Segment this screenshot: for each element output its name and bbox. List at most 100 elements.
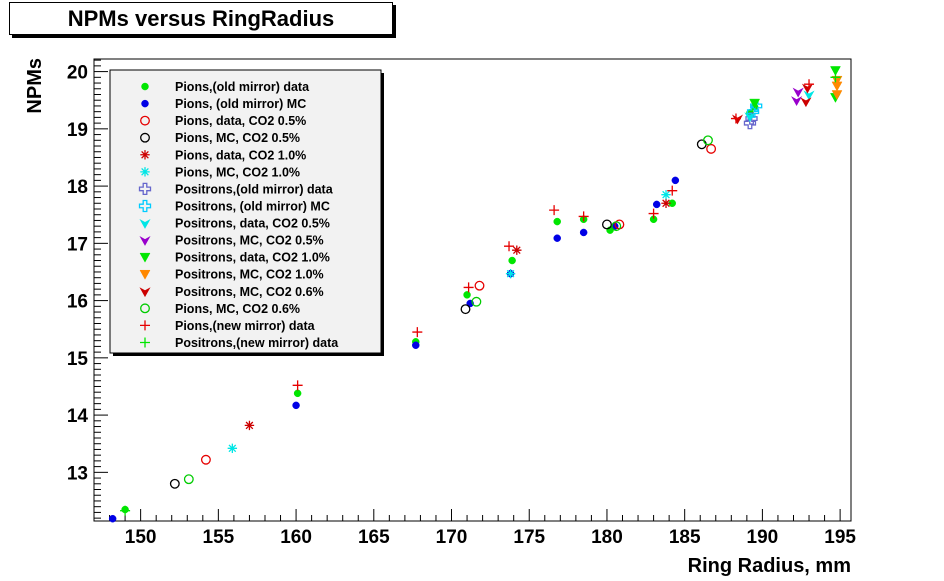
legend-item: Positrons, data, CO2 1.0% <box>139 251 330 265</box>
y-tick-label: 14 <box>67 406 89 427</box>
legend-item: Positrons,(old mirror) data <box>138 182 334 196</box>
legend-label: Pions, MC, CO2 0.5% <box>175 131 300 145</box>
data-point <box>553 217 561 226</box>
y-tick-label: 18 <box>67 177 88 198</box>
x-tick-label: 185 <box>669 527 701 548</box>
series-15 <box>120 72 841 516</box>
legend-item: Pions,(old mirror) data <box>141 80 310 94</box>
legend-item: Positrons,(new mirror) data <box>140 336 339 350</box>
legend-marker <box>138 199 152 213</box>
data-point <box>703 135 713 146</box>
x-tick-label: 175 <box>513 527 545 548</box>
legend-marker <box>140 150 150 160</box>
data-point <box>803 90 815 101</box>
legend-label: Pions, MC, CO2 1.0% <box>175 165 300 179</box>
series-3 <box>169 139 707 489</box>
y-axis-label: NPMs <box>24 58 46 114</box>
legend-item: Positrons, MC, CO2 1.0% <box>139 268 324 282</box>
data-point <box>661 198 671 208</box>
series-8 <box>744 90 815 123</box>
data-point <box>750 99 763 113</box>
y-tick-label: 17 <box>67 234 88 255</box>
data-point <box>474 280 485 291</box>
data-point <box>183 474 194 485</box>
data-point <box>652 200 661 209</box>
legend-label: Positrons,(old mirror) data <box>175 182 334 196</box>
legend-label: Positrons, data, CO2 1.0% <box>175 251 330 265</box>
data-point <box>292 401 300 410</box>
legend-label: Pions,(new mirror) data <box>175 319 316 333</box>
legend-label: Positrons,(new mirror) data <box>175 336 339 350</box>
legend-marker <box>139 287 151 298</box>
data-point <box>611 221 622 232</box>
legend-label: Positrons, (old mirror) MC <box>175 199 330 213</box>
legend-label: Pions,(old mirror) data <box>175 80 310 94</box>
data-point <box>831 81 843 92</box>
data-point <box>602 219 612 230</box>
data-point <box>169 478 180 489</box>
legend-marker <box>138 182 152 196</box>
data-point <box>706 143 717 154</box>
x-axis-label: Ring Radius, mm <box>688 555 851 577</box>
legend-marker <box>140 320 150 331</box>
x-tick-label: 150 <box>125 527 157 548</box>
legend-marker <box>140 337 150 348</box>
legend-item: Pions, MC, CO2 1.0% <box>140 165 300 179</box>
legend-marker <box>139 252 151 263</box>
legend-item: Pions, MC, CO2 0.5% <box>140 131 300 145</box>
data-point <box>504 241 515 252</box>
data-point <box>749 98 761 109</box>
data-point <box>463 282 474 293</box>
chart-title: NPMs versus RingRadius <box>67 6 335 31</box>
x-tick-label: 195 <box>824 527 856 548</box>
series-13 <box>183 135 713 485</box>
y-tick-label: 20 <box>67 63 88 84</box>
data-point <box>244 420 255 431</box>
chart-title-box: NPMs versus RingRadius <box>9 2 393 35</box>
legend-item: Pions, MC, CO2 0.6% <box>140 302 300 316</box>
data-point <box>830 66 841 76</box>
legend-marker <box>140 167 150 177</box>
data-point <box>804 79 815 90</box>
y-tick-label: 19 <box>67 120 88 141</box>
legend-marker <box>139 218 151 229</box>
legend-label: Positrons, MC, CO2 1.0% <box>175 268 324 282</box>
legend-item: Positrons, data, CO2 0.5% <box>139 217 330 231</box>
y-tick-label: 13 <box>67 463 88 484</box>
data-point <box>463 291 471 299</box>
data-point <box>671 176 680 185</box>
series-1 <box>108 176 680 523</box>
series-5 <box>227 189 671 453</box>
data-point <box>200 454 211 465</box>
series-14 <box>292 79 815 391</box>
legend-item: Positrons, (old mirror) MC <box>138 199 330 213</box>
legend-marker <box>140 115 150 126</box>
legend-item: Pions, (old mirror) MC <box>141 97 306 111</box>
data-point <box>792 87 804 98</box>
data-point <box>505 268 516 279</box>
data-point <box>648 208 659 219</box>
x-tick-label: 155 <box>203 527 235 548</box>
data-point <box>120 505 131 516</box>
legend-marker <box>140 132 150 143</box>
series-11 <box>831 75 843 101</box>
legend-label: Pions, data, CO2 1.0% <box>175 148 306 162</box>
data-point <box>791 96 803 107</box>
legend: Pions,(old mirror) data Pions, (old mirro… <box>109 69 384 356</box>
data-point <box>744 112 756 123</box>
legend-marker <box>141 82 149 91</box>
legend-marker <box>141 99 149 108</box>
data-point <box>549 205 560 216</box>
data-point <box>831 75 843 86</box>
data-point <box>460 304 471 315</box>
legend-label: Positrons, data, CO2 0.5% <box>175 217 330 231</box>
data-point <box>412 341 420 349</box>
data-point <box>412 327 423 338</box>
series-9 <box>791 87 804 107</box>
data-point <box>471 296 482 307</box>
data-point <box>743 116 757 130</box>
data-point <box>508 256 516 265</box>
data-point <box>830 72 841 83</box>
legend-item: Pions, data, CO2 1.0% <box>140 148 306 162</box>
